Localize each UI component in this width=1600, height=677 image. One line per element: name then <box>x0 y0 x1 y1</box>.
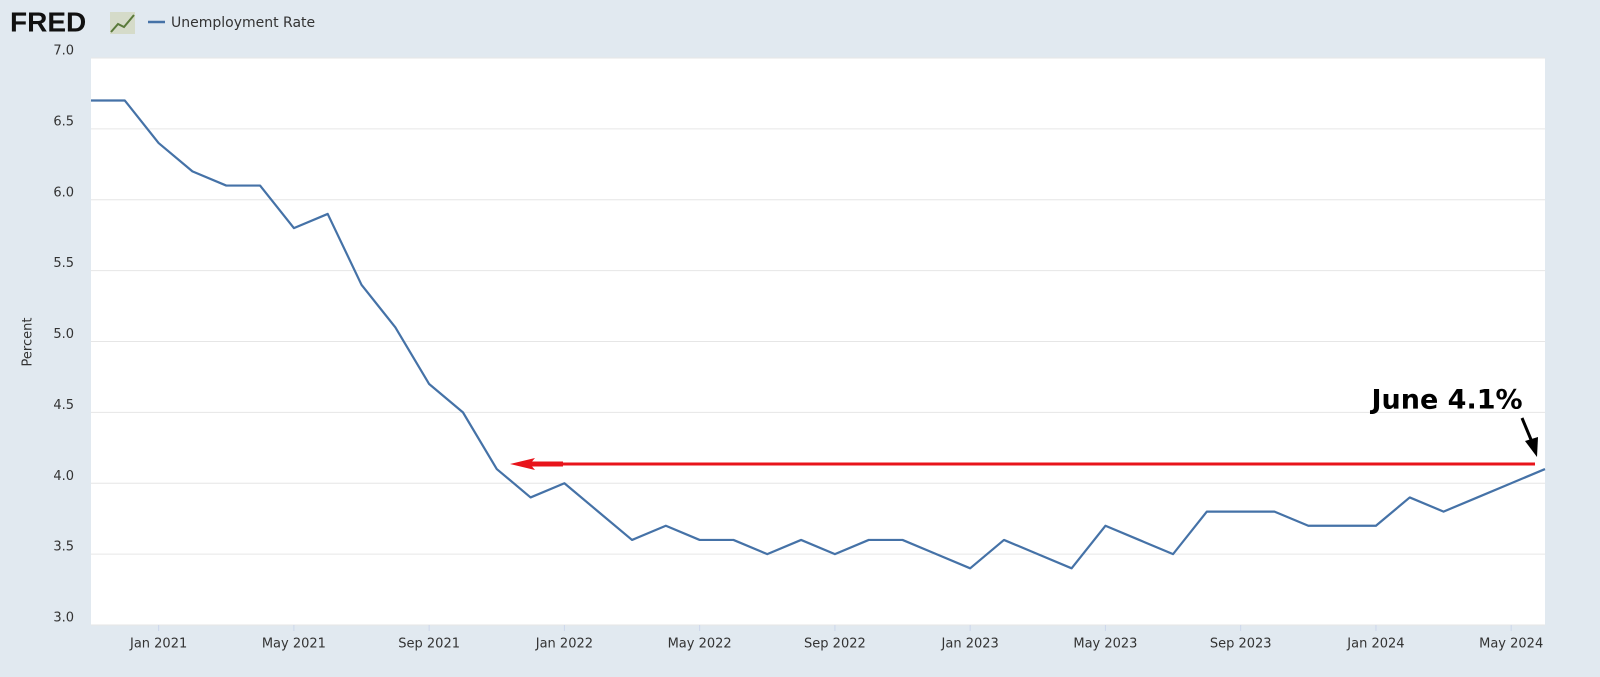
x-tick-label: Jan 2022 <box>535 637 593 652</box>
y-axis-label: Percent <box>21 318 36 367</box>
y-tick-label: 5.0 <box>53 327 74 342</box>
x-tick-label: Sep 2021 <box>398 637 460 652</box>
y-tick-label: 7.0 <box>53 44 74 59</box>
x-tick-label: Sep 2022 <box>804 637 866 652</box>
logo: FRED <box>10 6 86 37</box>
y-tick-label: 6.5 <box>53 114 74 129</box>
legend-label: Unemployment Rate <box>171 15 315 31</box>
x-tick-label: Sep 2023 <box>1210 637 1272 652</box>
y-tick-label: 6.0 <box>53 185 74 200</box>
logo-icon <box>110 12 135 34</box>
x-tick-label: May 2024 <box>1479 637 1543 652</box>
black-arrow <box>1520 417 1538 457</box>
red-arrow <box>510 458 1535 470</box>
y-tick-label: 3.5 <box>53 540 74 555</box>
y-tick-label: 4.0 <box>53 469 74 484</box>
x-tick-label: May 2022 <box>668 637 732 652</box>
x-tick-label: Jan 2024 <box>1346 637 1404 652</box>
x-tick-label: May 2023 <box>1073 637 1137 652</box>
y-tick-label: 4.5 <box>53 398 74 413</box>
y-tick-label: 3.0 <box>53 611 74 626</box>
y-tick-label: 5.5 <box>53 256 74 271</box>
x-tick-label: May 2021 <box>262 637 326 652</box>
series-line <box>91 99 1546 570</box>
x-tick-label: Jan 2023 <box>941 637 999 652</box>
annotation: June 4.1% <box>1369 385 1522 416</box>
x-tick-label: Jan 2021 <box>129 637 187 652</box>
